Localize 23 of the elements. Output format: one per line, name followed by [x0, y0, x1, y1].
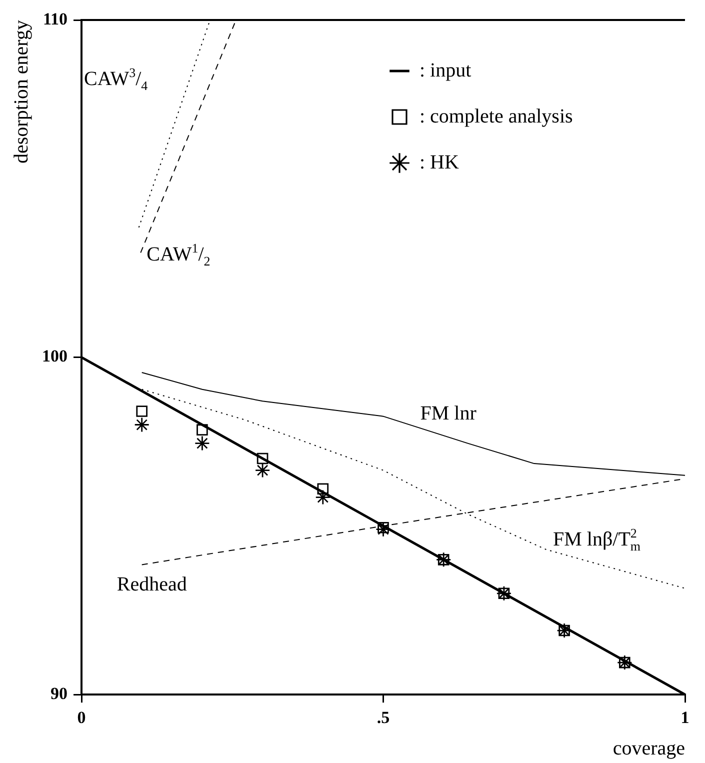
- y-tick-label: 110: [42, 9, 68, 28]
- point: [376, 522, 391, 538]
- legend-label: : HK: [420, 151, 460, 174]
- x-tick-label: .5: [376, 708, 390, 728]
- y-tick-label: 90: [50, 684, 68, 703]
- point: [254, 462, 270, 478]
- x-tick-label: 1: [680, 708, 690, 728]
- point: [134, 417, 150, 432]
- point: [256, 452, 268, 464]
- series-label: Redhead: [116, 574, 187, 596]
- point: [317, 483, 329, 494]
- point: [194, 436, 210, 452]
- point: [378, 522, 389, 534]
- y-axis-title: desorption energy: [10, 20, 32, 164]
- legend-label: : input: [420, 59, 472, 82]
- x-tick-label: 0: [77, 708, 86, 728]
- series-label: FM lnr: [420, 402, 477, 424]
- point: [136, 406, 148, 417]
- legend-label: : complete analysis: [420, 105, 574, 128]
- point: [196, 424, 208, 436]
- point: [315, 490, 331, 505]
- x-axis-title: coverage: [612, 737, 686, 760]
- y-tick-label: 100: [42, 346, 68, 366]
